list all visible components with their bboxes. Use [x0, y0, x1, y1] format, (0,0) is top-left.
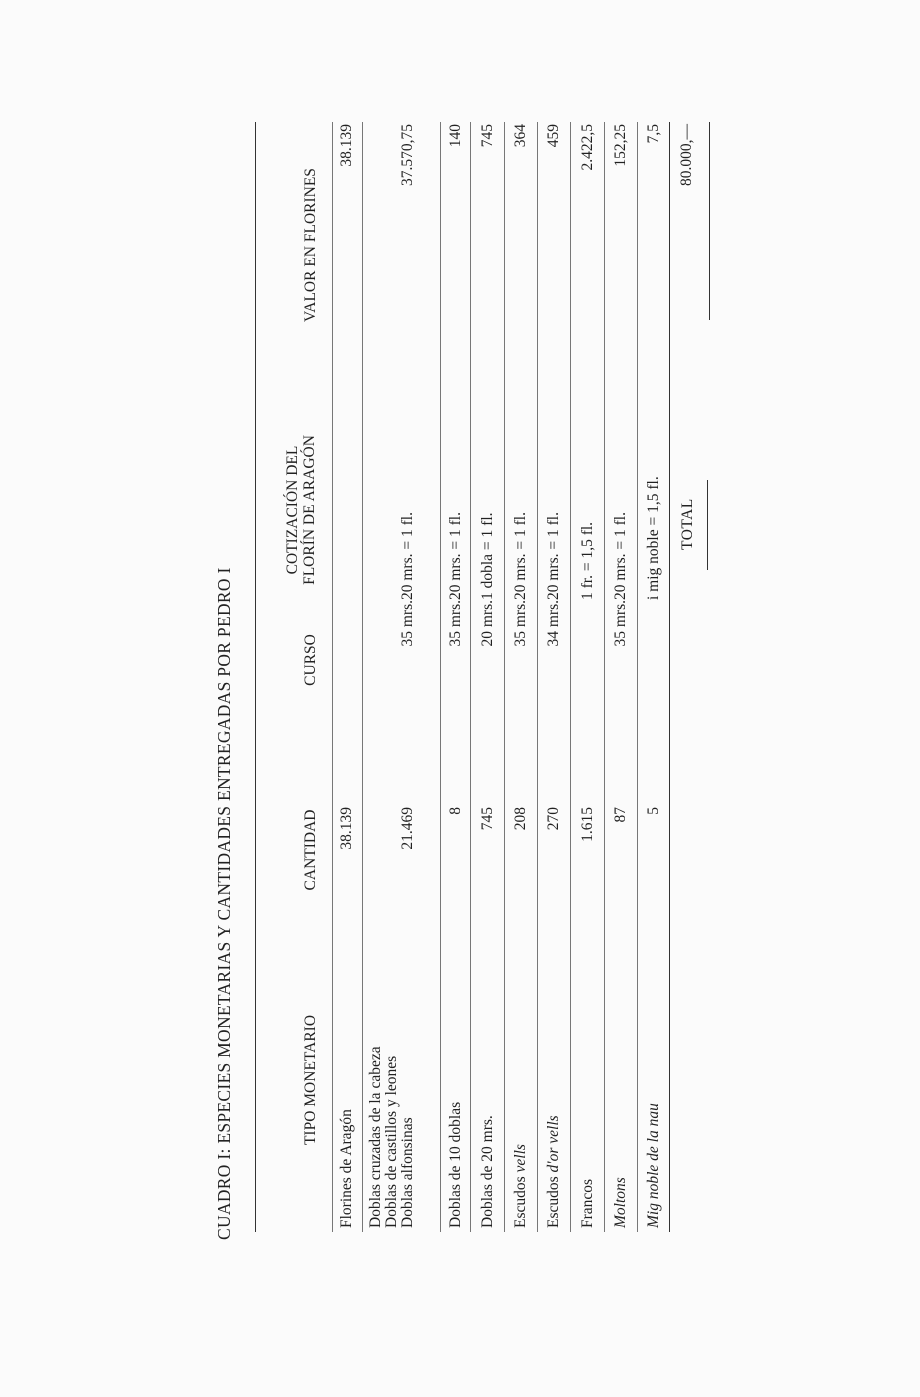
cell-cotizacion: i mig noble = 1,5 fl. — [645, 476, 662, 600]
cell-tipo: Doblas de 10 doblas — [447, 1101, 464, 1228]
cell-tipo: Escudos d'or vells — [545, 1115, 563, 1228]
cell-valor: 364 — [512, 124, 529, 148]
cell-valor: 7,5 — [645, 124, 662, 144]
cell-cotizacion: 20 mrs. = 1 fl. — [399, 512, 416, 600]
cell-cotizacion: 20 mrs. = 1 fl. — [545, 512, 562, 600]
row-rule — [470, 122, 471, 1232]
cell-cotizacion: 20 mrs. = 1 fl. — [612, 512, 629, 600]
cell-cantidad: 8 — [447, 807, 464, 815]
cell-valor: 38.139 — [338, 124, 355, 167]
cell-tipo: Escudos vells — [512, 1144, 530, 1228]
cell-cotizacion: 20 mrs. = 1 fl. — [447, 512, 464, 600]
cell-valor: 2.422,5 — [579, 124, 596, 171]
cell-tipo: Doblas de 20 mrs. — [479, 1115, 496, 1228]
row-rule — [504, 122, 505, 1232]
cell-valor: 152,25 — [612, 124, 629, 167]
cell-tipo-italic: d'or vells — [545, 1115, 562, 1173]
header-cantidad: CANTIDAD — [302, 809, 319, 891]
cell-cantidad: 38.139 — [338, 807, 355, 850]
header-cotizacion: COTIZACIÓN DEL FLORÍN DE ARAGÓN — [284, 425, 318, 595]
cell-cotizacion: 20 mrs. = 1 fl. — [512, 512, 529, 600]
total-value-rule — [709, 122, 710, 320]
total-value: 80.000,— — [678, 124, 695, 186]
cell-tipo-plain: Escudos — [512, 1172, 529, 1228]
cell-tipo-plain: Escudos — [545, 1172, 562, 1228]
cell-curso: 34 mrs. — [545, 600, 562, 647]
cell-tipo-italic: vells — [512, 1144, 529, 1173]
total-underline — [707, 480, 708, 570]
header-cotizacion-line2: FLORÍN DE ARAGÓN — [301, 435, 318, 585]
cell-cantidad: 270 — [545, 807, 562, 831]
row-rule — [537, 122, 538, 1232]
cell-curso: 35 mrs. — [399, 600, 416, 647]
cell-curso: 35 mrs. — [447, 600, 464, 647]
cell-tipo: Francos — [579, 1178, 596, 1228]
row-rule — [362, 122, 363, 1232]
top-rule — [255, 122, 256, 1232]
header-valor: VALOR EN FLORINES — [302, 168, 319, 322]
cell-valor: 140 — [447, 124, 464, 148]
cell-cantidad: 87 — [612, 807, 629, 823]
cell-valor: 745 — [479, 124, 496, 148]
cell-tipo: Florines de Aragón — [338, 1109, 355, 1228]
cell-tipo: Moltons — [612, 1177, 629, 1228]
cell-cantidad: 5 — [645, 807, 662, 815]
table-title: CUADRO I: ESPECIES MONETARIAS Y CANTIDAD… — [214, 567, 234, 1240]
cell-cotizacion: 1 dobla = 1 fl. — [479, 512, 496, 600]
header-rule — [332, 122, 333, 1232]
cell-cotizacion: 1 fr. = 1,5 fl. — [579, 521, 596, 600]
cell-cantidad: 745 — [479, 807, 496, 831]
row-rule — [570, 122, 571, 1232]
header-curso: CURSO — [302, 634, 319, 686]
header-tipo: TIPO MONETARIO — [302, 1014, 319, 1146]
rotated-table-page: CUADRO I: ESPECIES MONETARIAS Y CANTIDAD… — [212, 110, 722, 1250]
cell-tipo: Mig noble de la nau — [645, 1103, 662, 1228]
cell-curso: 35 mrs. — [512, 600, 529, 647]
bottom-rule — [669, 122, 670, 1232]
total-label: TOTAL — [679, 498, 696, 550]
cell-cantidad: 208 — [512, 807, 529, 831]
cell-tipo-line: Doblas alfonsinas — [399, 1117, 416, 1228]
cell-cantidad: 21.469 — [399, 807, 416, 850]
header-cotizacion-line1: COTIZACIÓN DEL — [284, 445, 301, 575]
row-rule — [440, 122, 441, 1232]
row-rule — [604, 122, 605, 1232]
cell-curso: 20 mrs. — [479, 600, 496, 647]
cell-valor: 37.570,75 — [399, 124, 416, 186]
row-rule — [637, 122, 638, 1232]
cell-cantidad: 1.615 — [579, 807, 596, 842]
cell-curso: 35 mrs. — [612, 600, 629, 647]
cell-valor: 459 — [545, 124, 562, 148]
